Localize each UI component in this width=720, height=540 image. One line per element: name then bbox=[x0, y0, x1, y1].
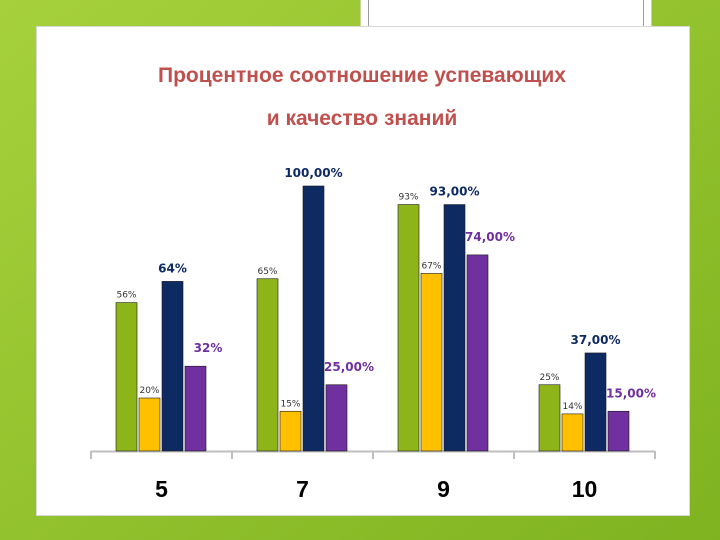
data-label-s4-5: 32% bbox=[194, 341, 223, 355]
data-label-s3-9: 93,00% bbox=[430, 185, 480, 199]
bar-s3-7 bbox=[302, 185, 325, 452]
data-label-s1-10: 25% bbox=[539, 373, 559, 383]
bar-s3-9 bbox=[443, 204, 466, 452]
bar-s4-10 bbox=[607, 410, 630, 452]
data-label-s4-9: 74,00% bbox=[465, 230, 515, 244]
bar-s2-5 bbox=[138, 397, 161, 452]
x-tick-label-10: 10 bbox=[572, 476, 598, 502]
data-label-s2-10: 14% bbox=[562, 402, 582, 412]
bar-s1-5 bbox=[115, 302, 138, 452]
bar-s1-10 bbox=[538, 384, 561, 452]
data-label-s1-9: 93% bbox=[398, 193, 418, 203]
bar-s2-10 bbox=[561, 413, 584, 452]
x-tick-label-7: 7 bbox=[296, 476, 309, 502]
chart-subtitle: и качество знаний bbox=[266, 107, 458, 130]
x-tick-label-9: 9 bbox=[437, 476, 450, 502]
data-label-s3-10: 37,00% bbox=[571, 333, 621, 347]
bar-s2-9 bbox=[420, 273, 443, 452]
data-label-s1-5: 56% bbox=[116, 291, 136, 301]
bar-s1-7 bbox=[256, 278, 279, 452]
bar-s2-7 bbox=[279, 410, 302, 452]
data-label-s2-9: 67% bbox=[421, 261, 441, 271]
data-label-s3-7: 100,00% bbox=[284, 166, 342, 180]
data-label-s1-7: 65% bbox=[257, 267, 277, 277]
bar-s3-10 bbox=[584, 352, 607, 452]
bar-s4-9 bbox=[466, 254, 489, 452]
data-label-s2-7: 15% bbox=[280, 399, 300, 409]
data-label-s4-7: 25,00% bbox=[324, 360, 374, 374]
data-label-s2-5: 20% bbox=[139, 386, 159, 396]
data-label-s3-5: 64% bbox=[158, 261, 187, 275]
bar-s1-9 bbox=[397, 204, 420, 452]
x-tick-label-5: 5 bbox=[155, 476, 168, 502]
bar-s4-5 bbox=[184, 365, 207, 452]
data-label-s4-10: 15,00% bbox=[606, 386, 656, 400]
chart-title: Процентное соотношение успевающих bbox=[158, 64, 566, 87]
bar-s4-7 bbox=[325, 384, 348, 452]
bar-s3-5 bbox=[161, 281, 184, 452]
